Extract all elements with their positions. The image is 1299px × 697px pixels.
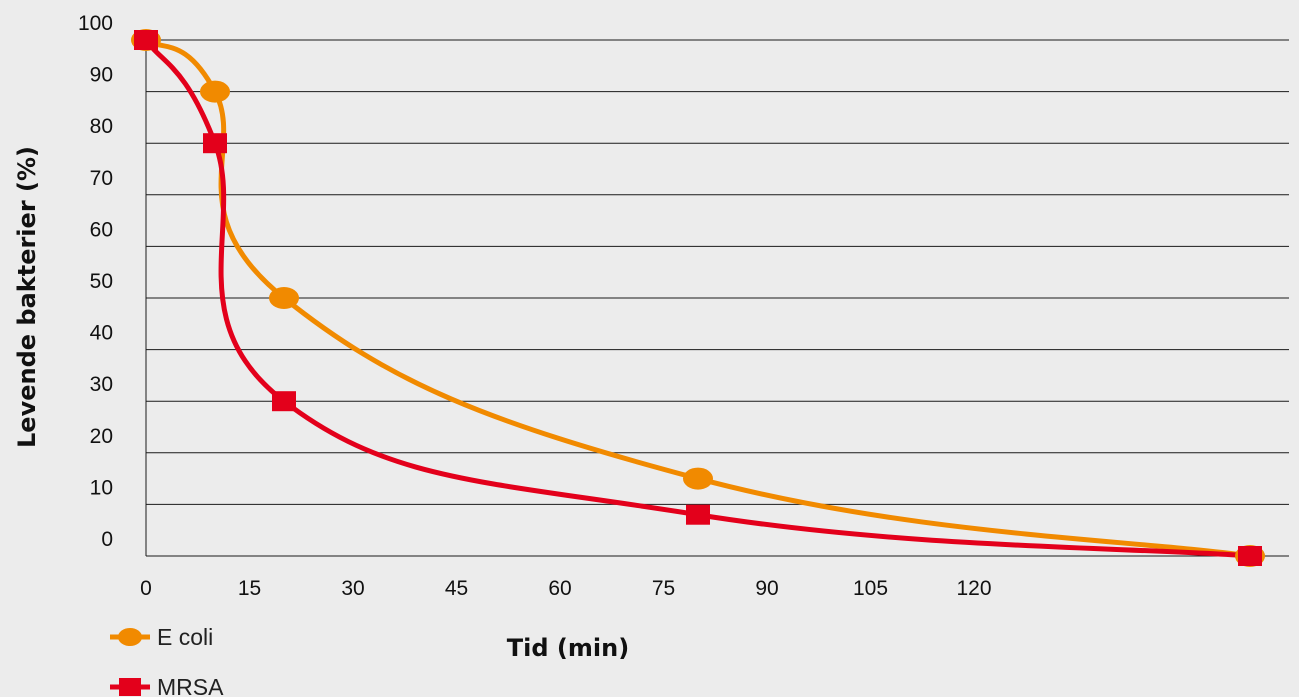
- y-tick-label: 10: [90, 476, 113, 499]
- y-tick-label: 30: [90, 373, 113, 396]
- data-point-e-coli: [200, 80, 230, 103]
- legend-item-e-coli: E coli: [110, 624, 213, 650]
- y-tick-label: 80: [90, 115, 113, 138]
- legend-square-marker: [119, 678, 141, 696]
- series-markers: [131, 29, 1265, 567]
- grid-lines: [145, 39, 1289, 557]
- x-tick-label: 60: [548, 577, 571, 600]
- x-tick-label: 105: [853, 577, 888, 600]
- x-tick-label: 45: [445, 577, 468, 600]
- x-tick-label: 0: [140, 577, 152, 600]
- y-tick-label: 90: [90, 64, 113, 87]
- y-tick-label: 40: [90, 322, 113, 345]
- x-tick-label: 75: [652, 577, 675, 600]
- data-point-mrsa: [686, 504, 710, 525]
- y-tick-label: 60: [90, 218, 113, 241]
- data-point-e-coli: [683, 467, 713, 490]
- data-point-mrsa: [272, 391, 296, 412]
- data-point-mrsa: [134, 30, 158, 50]
- x-tick-label: 15: [238, 577, 261, 600]
- x-axis-title: Tid (min): [507, 634, 629, 662]
- y-tick-label: 50: [90, 270, 113, 293]
- legend-label: E coli: [157, 624, 213, 650]
- data-point-mrsa: [203, 133, 227, 154]
- legend: E coli MRSA: [110, 624, 224, 697]
- data-point-mrsa: [1238, 546, 1262, 566]
- y-axis-ticks: 0 10 20 30 40 50 60 70 80 90 100: [78, 12, 113, 551]
- x-tick-label: 90: [755, 577, 778, 600]
- legend-circle-marker: [118, 628, 142, 646]
- y-axis-title: Levende bakterier (%): [13, 146, 41, 448]
- legend-item-mrsa: MRSA: [110, 674, 224, 697]
- y-tick-label: 0: [101, 528, 113, 551]
- x-tick-label: 120: [956, 577, 991, 600]
- x-axis-ticks: 0 15 30 45 60 75 90 105 120: [140, 577, 991, 600]
- y-tick-label: 20: [90, 425, 113, 448]
- legend-label: MRSA: [157, 674, 224, 697]
- x-tick-label: 30: [341, 577, 364, 600]
- y-tick-label: 100: [78, 12, 113, 35]
- data-point-e-coli: [269, 287, 299, 309]
- y-tick-label: 70: [90, 167, 113, 190]
